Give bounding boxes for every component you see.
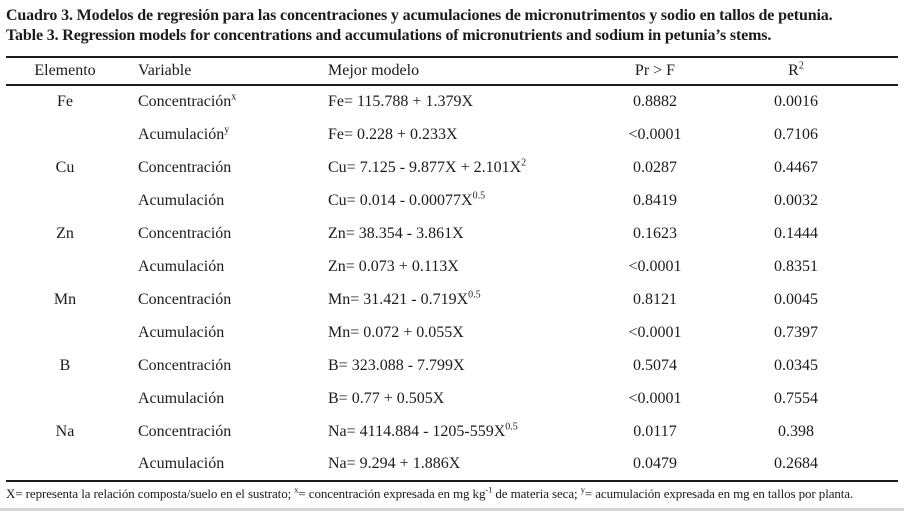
model-cell: Zn= 38.354 - 3.861X — [328, 224, 464, 242]
element-cell — [6, 250, 124, 283]
table-row: B Concentración B= 323.088 - 7.799X 0.50… — [6, 349, 898, 382]
model-cell: Mn= 31.421 - 0.719X0.5 — [328, 289, 481, 308]
pr-f-cell: 0.8419 — [633, 191, 677, 209]
element-cell: Na — [55, 422, 75, 440]
r2-cell: 0.0345 — [774, 356, 818, 374]
variable-cell: Concentración — [138, 356, 232, 374]
r2-cell: 0.0032 — [774, 191, 818, 209]
model-cell: B= 0.77 + 0.505X — [328, 389, 445, 407]
element-cell: Mn — [53, 290, 77, 308]
pr-f-cell: <0.0001 — [628, 389, 682, 407]
table-row: Acumulación Mn= 0.072 + 0.055X <0.0001 0… — [6, 316, 898, 349]
r2-cell: 0.7106 — [774, 125, 818, 143]
variable-cell: Acumulación — [138, 323, 225, 341]
scan-artifact-line — [0, 508, 904, 511]
table-row: Mn Concentración Mn= 31.421 - 0.719X0.5 … — [6, 283, 898, 316]
table-row: Fe Concentraciónx Fe= 115.788 + 1.379X 0… — [6, 85, 898, 118]
r2-cell: 0.0045 — [774, 290, 818, 308]
table-body: Fe Concentraciónx Fe= 115.788 + 1.379X 0… — [6, 85, 898, 481]
r2-cell: 0.0016 — [774, 93, 818, 110]
header-pr-f: Pr > F — [634, 62, 676, 79]
table-row: Acumulación Zn= 0.073 + 0.113X <0.0001 0… — [6, 250, 898, 283]
variable-cell: Acumulación — [138, 257, 225, 275]
table-row: Cu Concentración Cu= 7.125 - 9.877X + 2.… — [6, 151, 898, 184]
variable-cell: Concentración — [138, 290, 232, 308]
variable-cell: Acumulación — [138, 191, 225, 209]
variable-cell: Concentración — [138, 158, 232, 176]
element-cell — [6, 382, 124, 415]
element-cell — [6, 118, 124, 151]
table-header: Elemento Variable Mejor modelo Pr > F R2 — [6, 57, 898, 85]
model-cell: Mn= 0.072 + 0.055X — [328, 323, 464, 341]
element-cell: B — [59, 356, 71, 374]
model-cell: Cu= 0.014 - 0.00077X0.5 — [328, 190, 486, 209]
header-r2: R2 — [788, 60, 804, 79]
model-cell: Fe= 115.788 + 1.379X — [328, 93, 474, 110]
header-model: Mejor modelo — [328, 62, 420, 79]
pr-f-cell: 0.8882 — [633, 93, 677, 110]
variable-cell: Acumulación — [138, 389, 225, 407]
variable-cell: Acumulacióny — [138, 124, 230, 143]
caption-spanish: Cuadro 3. Modelos de regresión para las … — [6, 7, 833, 24]
pr-f-cell: 0.0479 — [633, 455, 677, 472]
pr-f-cell: <0.0001 — [628, 125, 682, 143]
element-cell: Zn — [56, 224, 74, 242]
element-cell — [6, 184, 124, 217]
variable-cell: Concentraciónx — [138, 91, 237, 110]
variable-cell: Acumulación — [138, 455, 225, 472]
r2-cell: 0.8351 — [774, 257, 818, 275]
pr-f-cell: 0.5074 — [633, 356, 677, 374]
model-cell: Cu= 7.125 - 9.877X + 2.101X2 — [328, 157, 527, 176]
table-row: Acumulacióny Fe= 0.228 + 0.233X <0.0001 … — [6, 118, 898, 151]
r2-cell: 0.7554 — [774, 389, 818, 407]
table-row: Acumulación Na= 9.294 + 1.886X 0.0479 0.… — [6, 448, 898, 481]
model-cell: Zn= 0.073 + 0.113X — [328, 257, 459, 275]
table-row: Acumulación Cu= 0.014 - 0.00077X0.5 0.84… — [6, 184, 898, 217]
table-row: Na Concentración Na= 4114.884 - 1205-559… — [6, 415, 898, 448]
element-cell: Fe — [57, 93, 73, 110]
r2-cell: 0.4467 — [774, 158, 818, 176]
variable-cell: Concentración — [138, 422, 232, 440]
variable-cell: Concentración — [138, 224, 232, 242]
r2-cell: 0.1444 — [774, 224, 818, 242]
header-row: Elemento Variable Mejor modelo Pr > F R2 — [6, 57, 898, 85]
table-row: Zn Concentración Zn= 38.354 - 3.861X 0.1… — [6, 217, 898, 250]
header-element: Elemento — [34, 62, 96, 79]
model-cell: B= 323.088 - 7.799X — [328, 356, 465, 374]
pr-f-cell: 0.0287 — [633, 158, 677, 176]
r2-cell: 0.398 — [778, 422, 814, 440]
regression-table: Elemento Variable Mejor modelo Pr > F R2… — [6, 56, 898, 482]
table-footnote: X= representa la relación composta/suelo… — [6, 484, 854, 501]
caption-english: Table 3. Regression models for concentra… — [6, 27, 772, 44]
header-variable: Variable — [138, 62, 192, 79]
model-cell: Na= 4114.884 - 1205-559X0.5 — [328, 421, 518, 440]
model-cell: Fe= 0.228 + 0.233X — [328, 125, 458, 143]
pr-f-cell: 0.1623 — [633, 224, 677, 242]
table-row: Acumulación B= 0.77 + 0.505X <0.0001 0.7… — [6, 382, 898, 415]
element-cell — [6, 448, 124, 481]
element-cell — [6, 316, 124, 349]
pr-f-cell: 0.0117 — [633, 422, 677, 440]
model-cell: Na= 9.294 + 1.886X — [328, 455, 461, 472]
r2-cell: 0.7397 — [774, 323, 818, 341]
pr-f-cell: 0.8121 — [633, 290, 677, 308]
pr-f-cell: <0.0001 — [628, 323, 682, 341]
table-caption: Cuadro 3. Modelos de regresión para las … — [6, 6, 898, 46]
pr-f-cell: <0.0001 — [628, 257, 682, 275]
element-cell: Cu — [55, 158, 75, 176]
r2-cell: 0.2684 — [774, 455, 818, 472]
